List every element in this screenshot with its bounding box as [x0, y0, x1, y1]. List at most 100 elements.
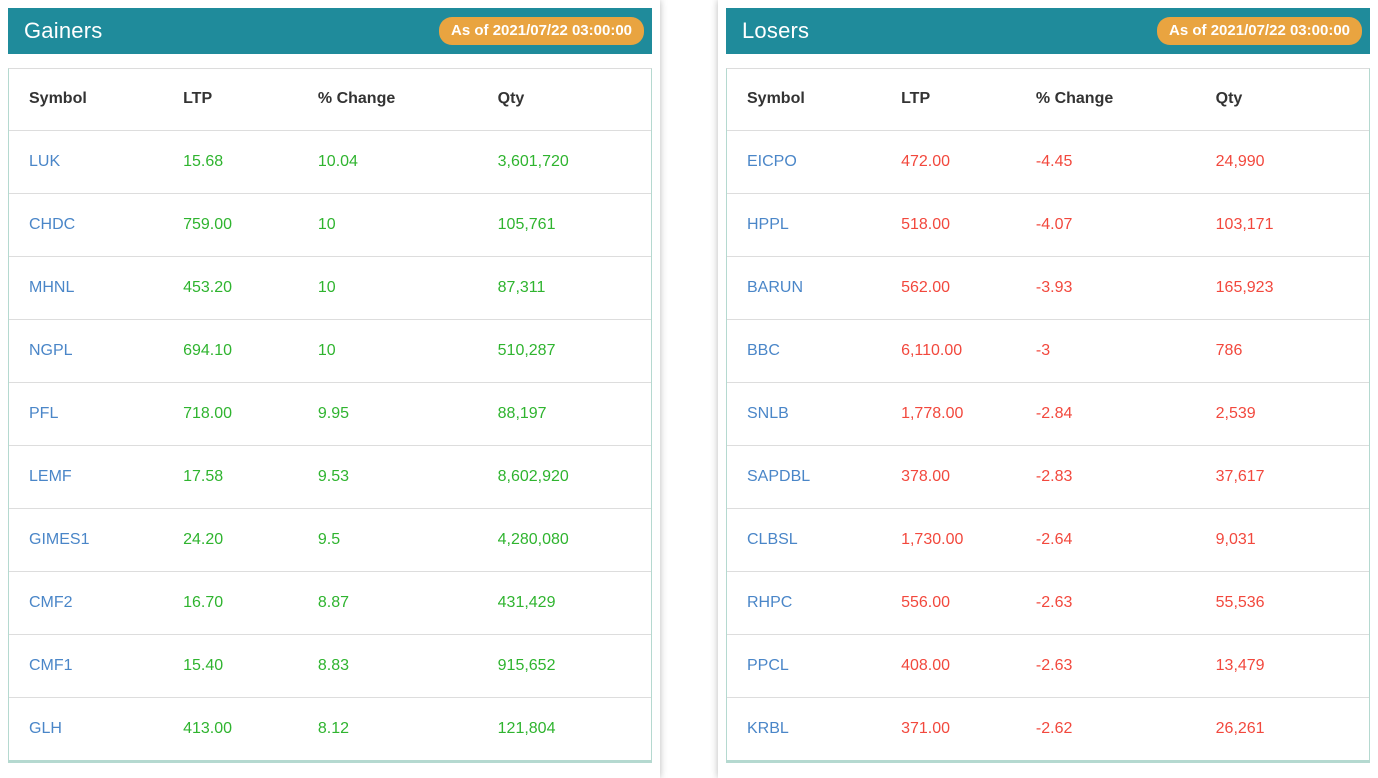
- qty-cell: 4,280,080: [477, 508, 651, 572]
- losers-table-wrap: Symbol LTP % Change Qty EICPO 472.00 -4.…: [726, 68, 1370, 763]
- symbol-cell[interactable]: SNLB: [727, 382, 882, 446]
- pct-change-cell: 9.95: [297, 382, 478, 446]
- pct-change-cell: 9.5: [297, 508, 478, 572]
- losers-asof-badge: As of 2021/07/22 03:00:00: [1157, 17, 1362, 45]
- table-row: BBC 6,110.00 -3 786: [727, 319, 1369, 383]
- symbol-cell[interactable]: MHNL: [9, 256, 164, 320]
- qty-cell: 13,479: [1195, 634, 1369, 698]
- symbol-cell[interactable]: BBC: [727, 319, 882, 383]
- qty-cell: 55,536: [1195, 571, 1369, 635]
- ltp-cell: 6,110.00: [881, 319, 1016, 383]
- gainers-header-bar: Gainers As of 2021/07/22 03:00:00: [8, 8, 652, 54]
- ltp-cell: 15.68: [163, 130, 298, 194]
- pct-change-cell: -2.63: [1015, 571, 1196, 635]
- symbol-cell[interactable]: NGPL: [9, 319, 164, 383]
- ltp-cell: 759.00: [163, 193, 298, 257]
- losers-col-symbol: Symbol: [727, 69, 882, 131]
- qty-cell: 8,602,920: [477, 445, 651, 509]
- ltp-cell: 371.00: [901, 719, 951, 737]
- symbol-cell[interactable]: KRBL: [747, 719, 789, 737]
- gainers-header-row: Symbol LTP % Change Qty: [9, 69, 651, 131]
- ltp-cell: 562.00: [881, 256, 1016, 320]
- losers-col-qty: Qty: [1195, 69, 1369, 131]
- symbol-cell[interactable]: HPPL: [727, 193, 882, 257]
- gainers-rows: LUK 15.68 10.04 3,601,720 CHDC 759.00 10…: [9, 130, 651, 760]
- symbol-cell[interactable]: LEMF: [9, 445, 164, 509]
- table-row: MHNL 453.20 10 87,311: [9, 256, 651, 320]
- qty-cell: 9,031: [1195, 508, 1369, 572]
- ltp-cell: 472.00: [881, 130, 1016, 194]
- table-row: NGPL 694.10 10 510,287: [9, 319, 651, 383]
- gainers-col-symbol: Symbol: [9, 69, 164, 131]
- symbol-cell[interactable]: LUK: [9, 130, 164, 194]
- table-row: HPPL 518.00 -4.07 103,171: [727, 193, 1369, 257]
- qty-cell: 2,539: [1195, 382, 1369, 446]
- ltp-cell: 16.70: [163, 571, 298, 635]
- pct-change-cell: 10: [297, 193, 478, 257]
- pct-change-cell: 8.87: [297, 571, 478, 635]
- losers-col-pct-change: % Change: [1015, 69, 1196, 131]
- losers-table: Symbol LTP % Change Qty EICPO 472.00 -4.…: [727, 69, 1369, 760]
- pct-change-cell: -2.62: [1035, 719, 1073, 737]
- losers-header-row: Symbol LTP % Change Qty: [727, 69, 1369, 131]
- ltp-cell: 408.00: [881, 634, 1016, 698]
- pct-change-cell: -4.07: [1015, 193, 1196, 257]
- gainers-table-wrap: Symbol LTP % Change Qty LUK 15.68 10.04 …: [8, 68, 652, 763]
- losers-rows: EICPO 472.00 -4.45 24,990 HPPL 518.00 -4…: [727, 130, 1369, 760]
- table-row: RHPC 556.00 -2.63 55,536: [727, 571, 1369, 635]
- ltp-cell: 718.00: [163, 382, 298, 446]
- qty-cell: 121,804: [497, 719, 556, 737]
- table-row: GLH 413.00 8.12 121,804: [9, 697, 651, 760]
- qty-cell: 3,601,720: [477, 130, 651, 194]
- ltp-cell: 413.00: [183, 719, 233, 737]
- losers-header-bar: Losers As of 2021/07/22 03:00:00: [726, 8, 1370, 54]
- symbol-cell[interactable]: EICPO: [727, 130, 882, 194]
- ltp-cell: 453.20: [163, 256, 298, 320]
- pct-change-cell: -3.93: [1015, 256, 1196, 320]
- pct-change-cell: -3: [1015, 319, 1196, 383]
- gainers-table: Symbol LTP % Change Qty LUK 15.68 10.04 …: [9, 69, 651, 760]
- pct-change-cell: 8.83: [297, 634, 478, 698]
- ltp-cell: 17.58: [163, 445, 298, 509]
- pct-change-cell: 10: [297, 319, 478, 383]
- gainers-col-ltp: LTP: [163, 69, 298, 131]
- symbol-cell[interactable]: GLH: [29, 719, 62, 737]
- table-row: PFL 718.00 9.95 88,197: [9, 382, 651, 446]
- symbol-cell[interactable]: BARUN: [727, 256, 882, 320]
- qty-cell: 24,990: [1195, 130, 1369, 194]
- qty-cell: 431,429: [477, 571, 651, 635]
- pct-change-cell: -2.83: [1015, 445, 1196, 509]
- ltp-cell: 24.20: [163, 508, 298, 572]
- symbol-cell[interactable]: PPCL: [727, 634, 882, 698]
- symbol-cell[interactable]: RHPC: [727, 571, 882, 635]
- symbol-cell[interactable]: SAPDBL: [727, 445, 882, 509]
- symbol-cell[interactable]: CMF1: [9, 634, 164, 698]
- table-row: CMF1 15.40 8.83 915,652: [9, 634, 651, 698]
- pct-change-cell: -2.84: [1015, 382, 1196, 446]
- table-row: LEMF 17.58 9.53 8,602,920: [9, 445, 651, 509]
- pct-change-cell: 9.53: [297, 445, 478, 509]
- symbol-cell[interactable]: CLBSL: [727, 508, 882, 572]
- ltp-cell: 15.40: [163, 634, 298, 698]
- gainers-col-pct-change: % Change: [297, 69, 478, 131]
- qty-cell: 103,171: [1195, 193, 1369, 257]
- qty-cell: 26,261: [1215, 719, 1265, 737]
- ltp-cell: 556.00: [881, 571, 1016, 635]
- pct-change-cell: 10: [297, 256, 478, 320]
- qty-cell: 510,287: [477, 319, 651, 383]
- symbol-cell[interactable]: PFL: [9, 382, 164, 446]
- qty-cell: 105,761: [477, 193, 651, 257]
- pct-change-cell: 8.12: [317, 719, 350, 737]
- symbol-cell[interactable]: CHDC: [9, 193, 164, 257]
- pct-change-cell: -4.45: [1015, 130, 1196, 194]
- symbol-cell[interactable]: GIMES1: [9, 508, 164, 572]
- ltp-cell: 1,730.00: [881, 508, 1016, 572]
- losers-col-ltp: LTP: [881, 69, 1016, 131]
- table-row: SNLB 1,778.00 -2.84 2,539: [727, 382, 1369, 446]
- qty-cell: 165,923: [1195, 256, 1369, 320]
- pct-change-cell: -2.64: [1015, 508, 1196, 572]
- qty-cell: 915,652: [477, 634, 651, 698]
- pct-change-cell: -2.63: [1015, 634, 1196, 698]
- symbol-cell[interactable]: CMF2: [9, 571, 164, 635]
